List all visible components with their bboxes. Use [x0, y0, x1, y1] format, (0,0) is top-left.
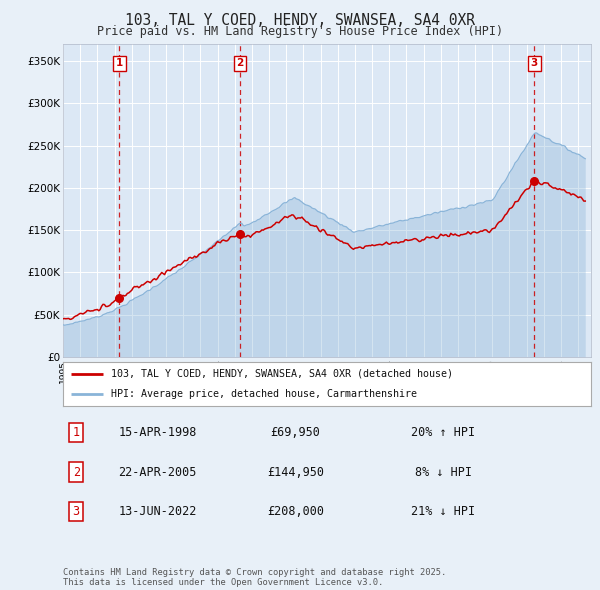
Text: HPI: Average price, detached house, Carmarthenshire: HPI: Average price, detached house, Carm…	[110, 389, 416, 399]
Text: Contains HM Land Registry data © Crown copyright and database right 2025.
This d: Contains HM Land Registry data © Crown c…	[63, 568, 446, 587]
Text: 103, TAL Y COED, HENDY, SWANSEA, SA4 0XR: 103, TAL Y COED, HENDY, SWANSEA, SA4 0XR	[125, 13, 475, 28]
Text: £144,950: £144,950	[267, 466, 324, 478]
Text: £69,950: £69,950	[271, 426, 320, 439]
Text: 2: 2	[73, 466, 80, 478]
Text: 21% ↓ HPI: 21% ↓ HPI	[411, 505, 475, 518]
Text: 1: 1	[116, 58, 123, 68]
Text: 103, TAL Y COED, HENDY, SWANSEA, SA4 0XR (detached house): 103, TAL Y COED, HENDY, SWANSEA, SA4 0XR…	[110, 369, 452, 379]
Text: 3: 3	[530, 58, 538, 68]
Text: 15-APR-1998: 15-APR-1998	[118, 426, 197, 439]
Text: £208,000: £208,000	[267, 505, 324, 518]
Text: 8% ↓ HPI: 8% ↓ HPI	[415, 466, 472, 478]
Text: 13-JUN-2022: 13-JUN-2022	[118, 505, 197, 518]
Text: Price paid vs. HM Land Registry's House Price Index (HPI): Price paid vs. HM Land Registry's House …	[97, 25, 503, 38]
Text: 2: 2	[236, 58, 244, 68]
Text: 1: 1	[73, 426, 80, 439]
Text: 3: 3	[73, 505, 80, 518]
Text: 22-APR-2005: 22-APR-2005	[118, 466, 197, 478]
Text: 20% ↑ HPI: 20% ↑ HPI	[411, 426, 475, 439]
